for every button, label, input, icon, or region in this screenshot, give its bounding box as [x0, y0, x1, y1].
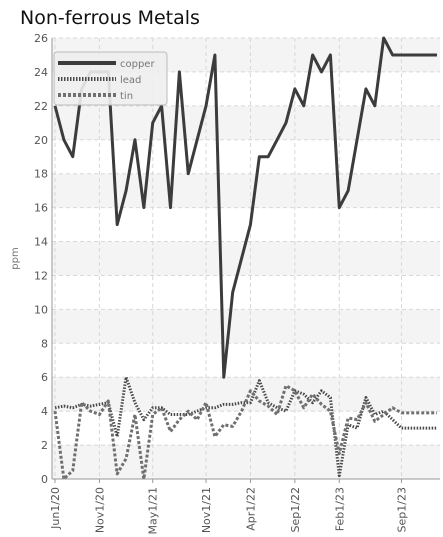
- axes: [51, 38, 440, 480]
- legend: copper lead tin: [53, 51, 168, 106]
- x-tick-label: Nov1/21: [200, 487, 213, 533]
- y-tick-label: 16: [34, 202, 48, 215]
- chart-title: Non-ferrous Metals: [20, 7, 200, 29]
- y-tick-label: 4: [41, 405, 48, 418]
- y-tick-label: 22: [34, 100, 48, 113]
- x-tick-label: May1/21: [147, 487, 160, 534]
- grid-band: [52, 173, 440, 208]
- x-tick-label: Apr1/22: [244, 487, 257, 531]
- y-tick-label: 10: [34, 303, 48, 316]
- y-tick-label: 12: [34, 269, 48, 282]
- series-line-lead: [54, 375, 437, 478]
- y-tick-label: 14: [34, 236, 48, 249]
- x-tick-label: Jun1/20: [49, 487, 62, 530]
- x-tick-label: Feb1/23: [333, 487, 346, 531]
- y-tick-label: 24: [34, 66, 48, 79]
- grid-band: [52, 105, 440, 140]
- y-tick-label: 20: [34, 134, 48, 147]
- legend-label-tin: tin: [120, 91, 133, 102]
- grid-band: [52, 445, 440, 479]
- x-tick-label: Sep1/22: [289, 487, 302, 532]
- x-tick-label: Nov1/20: [93, 487, 106, 533]
- x-tick-labels: Jun1/20 Nov1/20 May1/21 Nov1/21 Apr1/22 Sep1/…: [49, 479, 408, 534]
- y-tick-label: 18: [34, 168, 48, 181]
- grid-band: [52, 377, 440, 412]
- y-axis-label: ppm: [10, 247, 21, 269]
- series-lines: [53, 36, 437, 481]
- x-tick-label: Sep1/23: [395, 487, 408, 532]
- y-tick-label: 26: [34, 32, 48, 45]
- y-tick-label: 2: [41, 439, 48, 452]
- grid-band: [52, 309, 440, 344]
- series-line-copper: [53, 36, 437, 379]
- y-tick-label: 0: [41, 473, 48, 486]
- background-bands: [52, 38, 440, 479]
- legend-label-lead: lead: [120, 75, 141, 86]
- y-tick-label: 8: [41, 337, 48, 350]
- series-line-tin: [53, 384, 437, 481]
- y-tick-label: 6: [41, 371, 48, 384]
- legend-label-copper: copper: [120, 59, 155, 70]
